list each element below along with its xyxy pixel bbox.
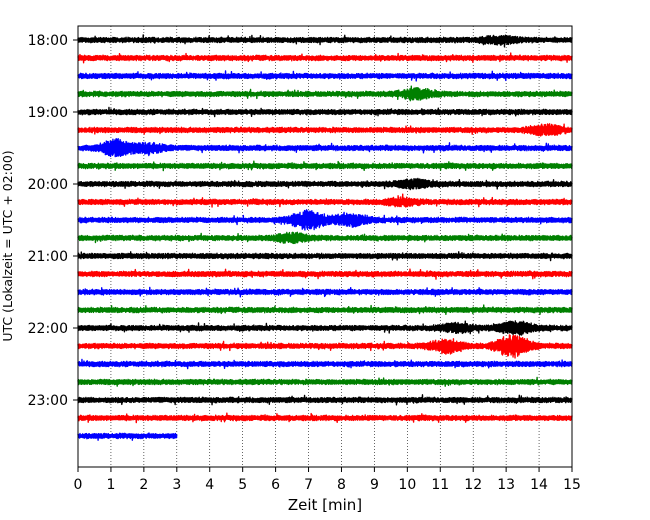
trace-18:30 xyxy=(77,70,573,82)
trace-21:15 xyxy=(77,268,573,280)
y-tick-label-22:00: 22:00 xyxy=(28,321,68,337)
x-tick-label-14: 14 xyxy=(530,477,548,493)
x-tick-label-15: 15 xyxy=(563,477,581,493)
trace-21:45 xyxy=(77,304,573,316)
x-axis-ticks: 0 1 2 3 4 5 6 7 8 9 10 11 12 13 14 15 xyxy=(74,467,581,493)
trace-22:30 xyxy=(77,358,573,370)
y-tick-label-23:00: 23:00 xyxy=(28,393,68,409)
x-tick-label-13: 13 xyxy=(497,477,515,493)
trace-22:15 xyxy=(77,334,573,359)
trace-18:00 xyxy=(77,34,573,48)
x-tick-label-6: 6 xyxy=(271,477,280,493)
x-tick-label-10: 10 xyxy=(398,477,416,493)
x-tick-label-9: 9 xyxy=(370,477,379,493)
trace-18:15 xyxy=(77,52,573,64)
x-tick-label-4: 4 xyxy=(205,477,214,493)
y-axis-ticks: 18:00 19:00 20:00 21:00 22:00 23:00 xyxy=(28,33,78,409)
trace-23:15 xyxy=(77,412,573,424)
y-tick-label-18:00: 18:00 xyxy=(28,33,68,49)
x-tick-label-1: 1 xyxy=(106,477,115,493)
plot-frame xyxy=(77,25,573,468)
trace-19:00 xyxy=(77,106,573,118)
trace-21:00 xyxy=(77,251,573,262)
x-tick-label-12: 12 xyxy=(464,477,482,493)
trace-23:00 xyxy=(77,394,573,406)
x-tick-label-3: 3 xyxy=(172,477,181,493)
trace-20:30 xyxy=(77,209,573,231)
trace-20:00 xyxy=(77,177,573,191)
trace-19:30 xyxy=(77,137,573,158)
x-tick-label-0: 0 xyxy=(74,477,83,493)
trace-23:30 xyxy=(77,432,178,441)
y-tick-label-21:00: 21:00 xyxy=(28,249,68,265)
trace-22:45 xyxy=(77,376,573,387)
x-tick-label-7: 7 xyxy=(304,477,313,493)
trace-22:00 xyxy=(77,320,573,336)
x-tick-label-5: 5 xyxy=(238,477,247,493)
y-tick-label-19:00: 19:00 xyxy=(28,105,68,121)
x-axis-label: Zeit [min] xyxy=(288,496,362,514)
x-tick-label-2: 2 xyxy=(139,477,148,493)
trace-20:15 xyxy=(77,193,573,208)
trace-group xyxy=(77,34,573,441)
trace-19:45 xyxy=(77,160,573,172)
trace-18:45 xyxy=(77,85,573,102)
trace-21:30 xyxy=(77,286,573,298)
x-tick-label-11: 11 xyxy=(431,477,449,493)
y-tick-label-20:00: 20:00 xyxy=(28,177,68,193)
y-axis-label: UTC (Lokalzeit = UTC + 02:00) xyxy=(0,150,15,341)
x-tick-label-8: 8 xyxy=(337,477,346,493)
trace-19:15 xyxy=(77,123,573,137)
trace-20:45 xyxy=(77,231,573,245)
